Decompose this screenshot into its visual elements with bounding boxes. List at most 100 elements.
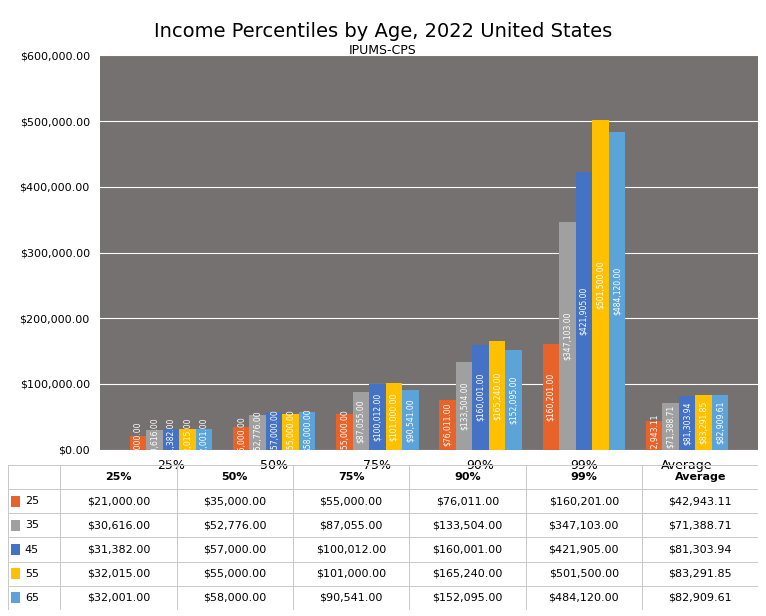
Text: $83,291.85: $83,291.85 bbox=[669, 569, 732, 578]
Bar bbox=[249, 415, 266, 450]
Text: $55,000.00: $55,000.00 bbox=[286, 410, 295, 453]
Text: $87,055.00: $87,055.00 bbox=[319, 521, 383, 530]
Bar bbox=[679, 396, 696, 450]
Text: $42,943.11: $42,943.11 bbox=[669, 496, 732, 506]
Bar bbox=[283, 413, 299, 450]
Bar bbox=[559, 222, 575, 450]
Text: $82,909.61: $82,909.61 bbox=[715, 401, 725, 444]
Bar bbox=[11, 568, 21, 579]
Text: $30,616.00: $30,616.00 bbox=[87, 521, 150, 530]
Text: $152,095.00: $152,095.00 bbox=[432, 593, 502, 603]
Text: $90,541.00: $90,541.00 bbox=[319, 593, 383, 603]
Bar bbox=[542, 344, 559, 450]
Text: $21,000.00: $21,000.00 bbox=[87, 496, 150, 506]
Text: $484,120.00: $484,120.00 bbox=[548, 593, 619, 603]
Text: $83,291.85: $83,291.85 bbox=[699, 400, 708, 444]
Text: $484,120.00: $484,120.00 bbox=[612, 267, 621, 315]
Text: $165,240.00: $165,240.00 bbox=[493, 371, 502, 419]
Text: $52,776.00: $52,776.00 bbox=[203, 521, 267, 530]
Text: 99%: 99% bbox=[571, 472, 597, 482]
Bar bbox=[11, 544, 21, 555]
Text: $32,001.00: $32,001.00 bbox=[87, 593, 150, 603]
Text: $100,012.00: $100,012.00 bbox=[316, 545, 386, 554]
Text: $81,303.94: $81,303.94 bbox=[669, 545, 732, 554]
Text: IPUMS-CPS: IPUMS-CPS bbox=[349, 44, 417, 57]
Text: $76,011.00: $76,011.00 bbox=[443, 403, 452, 447]
Text: 55: 55 bbox=[25, 569, 39, 578]
Text: $71,388.71: $71,388.71 bbox=[669, 521, 732, 530]
Bar bbox=[146, 429, 162, 450]
Text: $42,943.11: $42,943.11 bbox=[650, 414, 659, 457]
Bar bbox=[11, 520, 21, 531]
Text: $160,201.00: $160,201.00 bbox=[546, 373, 555, 421]
Text: $160,201.00: $160,201.00 bbox=[548, 496, 619, 506]
Bar bbox=[11, 496, 21, 507]
Text: $58,000.00: $58,000.00 bbox=[303, 409, 312, 452]
Text: $76,011.00: $76,011.00 bbox=[436, 496, 499, 506]
Text: $165,240.00: $165,240.00 bbox=[432, 569, 502, 578]
Text: $52,776.00: $52,776.00 bbox=[253, 410, 262, 454]
Text: Average: Average bbox=[675, 472, 726, 482]
Bar bbox=[456, 362, 473, 450]
Text: $81,303.94: $81,303.94 bbox=[683, 401, 692, 445]
Text: $55,000.00: $55,000.00 bbox=[203, 569, 267, 578]
Text: 75%: 75% bbox=[338, 472, 365, 482]
Text: 25: 25 bbox=[25, 496, 39, 506]
Text: $71,388.71: $71,388.71 bbox=[666, 405, 675, 448]
Text: $32,015.00: $32,015.00 bbox=[183, 418, 192, 461]
Text: $133,504.00: $133,504.00 bbox=[460, 381, 469, 430]
Bar bbox=[385, 383, 402, 450]
Bar bbox=[575, 172, 592, 450]
Text: $90,541.00: $90,541.00 bbox=[406, 398, 415, 442]
Text: $501,500.00: $501,500.00 bbox=[548, 569, 619, 578]
Text: $31,382.00: $31,382.00 bbox=[87, 545, 150, 554]
Text: $133,504.00: $133,504.00 bbox=[432, 521, 502, 530]
Text: $82,909.61: $82,909.61 bbox=[669, 593, 732, 603]
Text: Income Percentiles by Age, 2022 United States: Income Percentiles by Age, 2022 United S… bbox=[154, 22, 612, 41]
Text: $21,000.00: $21,000.00 bbox=[133, 421, 142, 464]
Text: $55,000.00: $55,000.00 bbox=[319, 496, 383, 506]
Bar bbox=[129, 436, 146, 450]
Text: $100,012.00: $100,012.00 bbox=[373, 392, 381, 441]
Bar bbox=[11, 593, 21, 603]
Bar bbox=[369, 384, 385, 450]
Text: $57,000.00: $57,000.00 bbox=[270, 409, 279, 453]
Text: $501,500.00: $501,500.00 bbox=[596, 261, 605, 309]
Bar bbox=[592, 120, 609, 450]
Bar bbox=[266, 412, 283, 450]
Text: $347,103.00: $347,103.00 bbox=[548, 521, 619, 530]
Text: 25%: 25% bbox=[105, 472, 132, 482]
Bar bbox=[336, 413, 352, 450]
Bar bbox=[179, 429, 195, 450]
Bar bbox=[352, 392, 369, 450]
Bar bbox=[506, 350, 522, 450]
Text: 90%: 90% bbox=[454, 472, 481, 482]
Text: $421,905.00: $421,905.00 bbox=[548, 545, 619, 554]
Text: $87,055.00: $87,055.00 bbox=[356, 399, 365, 443]
Bar bbox=[712, 395, 728, 450]
Bar bbox=[609, 132, 625, 450]
Text: 35: 35 bbox=[25, 521, 39, 530]
Bar bbox=[696, 395, 712, 450]
Text: $101,000.00: $101,000.00 bbox=[316, 569, 386, 578]
Bar bbox=[439, 400, 456, 450]
Text: $57,000.00: $57,000.00 bbox=[203, 545, 267, 554]
Bar bbox=[489, 341, 506, 450]
Text: 45: 45 bbox=[25, 545, 39, 554]
Text: $160,001.00: $160,001.00 bbox=[476, 373, 485, 421]
Bar bbox=[233, 427, 249, 450]
Bar bbox=[646, 421, 663, 450]
Text: 65: 65 bbox=[25, 593, 39, 603]
Bar bbox=[402, 390, 419, 450]
Text: $31,382.00: $31,382.00 bbox=[166, 418, 175, 461]
Bar bbox=[299, 411, 316, 450]
Text: $32,001.00: $32,001.00 bbox=[199, 418, 208, 461]
Text: $32,015.00: $32,015.00 bbox=[87, 569, 150, 578]
Text: $421,905.00: $421,905.00 bbox=[579, 287, 588, 335]
Text: $58,000.00: $58,000.00 bbox=[203, 593, 267, 603]
Text: 50%: 50% bbox=[221, 472, 248, 482]
Bar bbox=[162, 429, 179, 450]
Text: $101,000.00: $101,000.00 bbox=[389, 392, 398, 440]
Bar bbox=[663, 403, 679, 450]
Text: $30,616.00: $30,616.00 bbox=[150, 418, 159, 461]
